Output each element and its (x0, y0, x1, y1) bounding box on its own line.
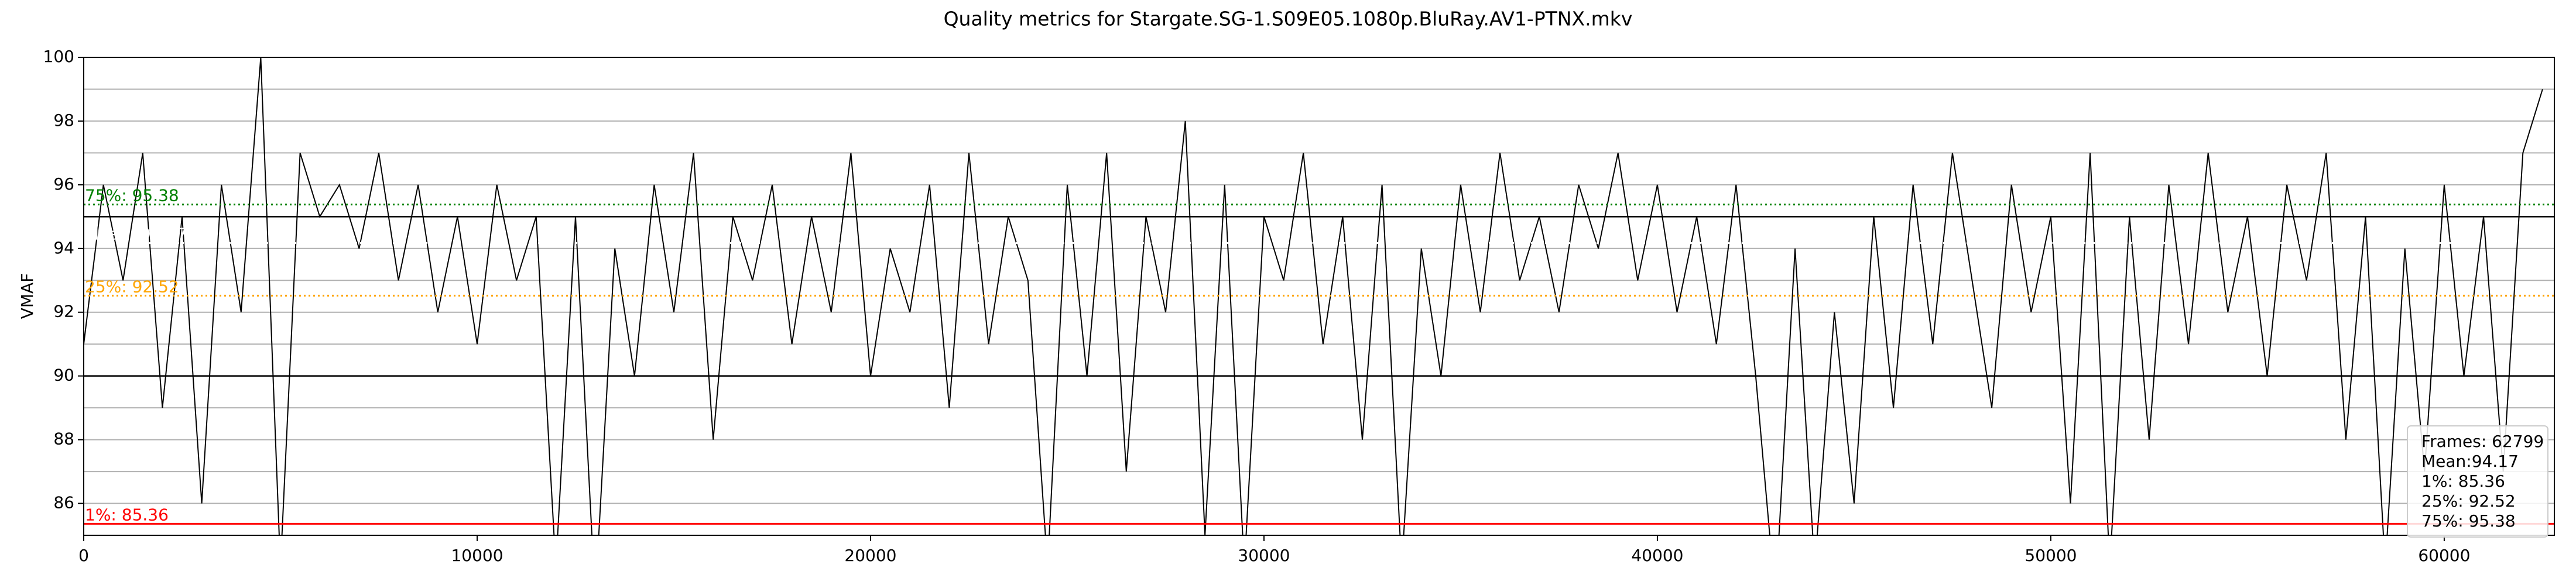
y-axis-label: VMAF (18, 273, 37, 319)
x-tick-label: 40000 (1631, 546, 1683, 565)
chart-title: Quality metrics for Stargate.SG-1.S09E05… (944, 8, 1633, 30)
plot-frame (83, 57, 2555, 536)
x-tick-label: 50000 (2025, 546, 2077, 565)
y-tick-label: 96 (53, 174, 74, 194)
stats-box (2407, 425, 2548, 538)
stats-text: 1%: 85.36 (2421, 472, 2505, 491)
x-tick-label: 10000 (451, 546, 503, 565)
stats-text: Mean:94.17 (2421, 452, 2519, 471)
y-tick-label: 98 (53, 111, 74, 130)
stats-text: 25%: 92.52 (2421, 491, 2516, 511)
x-tick-label: 60000 (2418, 546, 2470, 565)
x-tick-label: 0 (78, 546, 89, 565)
stats-text: Frames: 62799 (2421, 432, 2544, 451)
x-tick-label: 20000 (844, 546, 896, 565)
reference-label: 1%: 85.36 (85, 505, 169, 524)
stats-text: 75%: 95.38 (2421, 511, 2516, 531)
reference-label: 25%: 92.52 (85, 277, 179, 296)
reference-label: Mean: 94.17 (85, 225, 187, 244)
x-tick-label: 30000 (1238, 546, 1290, 565)
y-tick-label: 90 (53, 366, 74, 385)
reference-label: 75%: 95.38 (85, 186, 179, 205)
y-tick-label: 92 (53, 302, 74, 321)
y-tick-label: 100 (43, 47, 74, 66)
y-tick-label: 94 (53, 238, 74, 257)
y-tick-label: 86 (53, 493, 74, 512)
y-tick-label: 88 (53, 429, 74, 449)
data-line (84, 57, 2543, 535)
